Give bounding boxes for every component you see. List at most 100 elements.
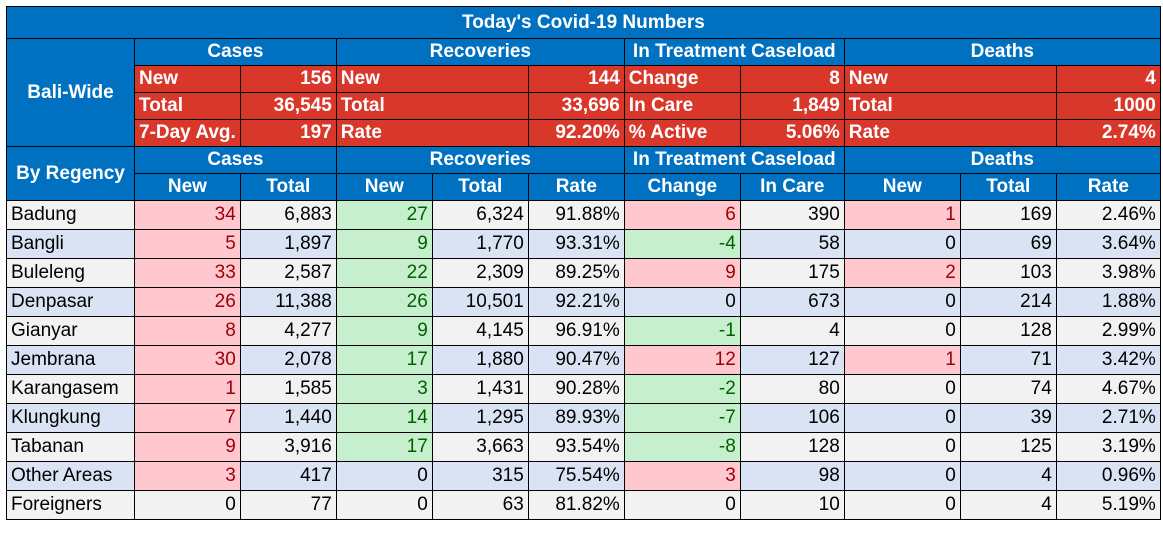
bali-row-total: Total 36,545 Total 33,696 In Care 1,849 … [7,92,1161,120]
recoveries-total-cell: 2,309 [431,258,529,288]
treatment-change-cell: -2 [623,374,741,404]
deaths-total-cell: 128 [959,316,1057,346]
deaths-rate-cell: 3.98% [1055,258,1161,288]
bali-row-rate: 7-Day Avg. 197 Rate 92.20% % Active 5.06… [7,119,1161,147]
bali-cases-label: Total [134,92,241,120]
cases-new-cell: 9 [134,432,241,462]
recoveries-new-cell: 17 [335,345,433,375]
region-name-cell: Denpasar [6,287,135,317]
in-care-cell: 80 [739,374,845,404]
deaths-new-cell: 0 [843,374,961,404]
regency-treatment-header: In Treatment Caseload [623,146,845,174]
deaths-new-cell: 0 [843,287,961,317]
deaths-new-cell: 2 [843,258,961,288]
bali-wide-label: Bali-Wide [6,38,135,147]
col-header: Total [431,173,529,201]
treatment-change-cell: -7 [623,403,741,433]
recoveries-rate-cell: 92.21% [527,287,625,317]
col-header: Total [959,173,1057,201]
deaths-rate-cell: 2.99% [1055,316,1161,346]
bali-deaths-header: Deaths [843,38,1161,66]
in-care-cell: 128 [739,432,845,462]
recoveries-rate-cell: 89.93% [527,403,625,433]
recoveries-new-cell: 3 [335,374,433,404]
deaths-new-cell: 0 [843,316,961,346]
in-care-cell: 98 [739,461,845,491]
bali-treatment-value: 5.06% [739,119,845,147]
in-care-cell: 10 [739,490,845,520]
bali-cases-label: New [134,65,241,93]
deaths-total-cell: 169 [959,200,1057,230]
recoveries-rate-cell: 90.28% [527,374,625,404]
bali-recoveries-label: Total [335,92,529,120]
bali-deaths-label: New [843,65,1057,93]
table-row: Bangli 5 1,897 9 1,770 93.31% -4 58 0 69 3.64% [6,229,1161,259]
table-row: Other Areas 3 417 0 315 75.54% 3 98 0 4 0.96% [6,461,1161,491]
table-row: Buleleng 33 2,587 22 2,309 89.25% 9 175 2 103 3.98… [6,258,1161,288]
table-row: Foreigners 0 77 0 63 81.82% 0 10 0 4 5.19% [6,490,1161,520]
deaths-total-cell: 39 [959,403,1057,433]
deaths-total-cell: 69 [959,229,1057,259]
deaths-rate-cell: 3.64% [1055,229,1161,259]
bali-cases-value: 156 [239,65,337,93]
cases-total-cell: 1,440 [239,403,337,433]
recoveries-new-cell: 14 [335,403,433,433]
bali-treatment-value: 1,849 [739,92,845,120]
region-name-cell: Bangli [6,229,135,259]
treatment-change-cell: 9 [623,258,741,288]
cases-new-cell: 0 [134,490,241,520]
regency-recoveries-header: Recoveries [335,146,625,174]
cases-new-cell: 30 [134,345,241,375]
recoveries-total-cell: 1,770 [431,229,529,259]
deaths-new-cell: 0 [843,490,961,520]
in-care-cell: 673 [739,287,845,317]
col-header: New [843,173,961,201]
bali-deaths-label: Total [843,92,1057,120]
table-row: Badung 34 6,883 27 6,324 91.88% 6 390 1 169 2.46% [6,200,1161,230]
treatment-change-cell: 6 [623,200,741,230]
table-row: Tabanan 9 3,916 17 3,663 93.54% -8 128 0 125 3.19% [6,432,1161,462]
regency-cases-header: Cases [134,146,337,174]
region-name-cell: Karangasem [6,374,135,404]
cases-new-cell: 5 [134,229,241,259]
cases-total-cell: 417 [239,461,337,491]
column-header-row: New Total New Total Rate Change In Care … [7,173,1161,201]
deaths-total-cell: 74 [959,374,1057,404]
cases-total-cell: 2,078 [239,345,337,375]
col-header: New [134,173,241,201]
deaths-rate-cell: 5.19% [1055,490,1161,520]
deaths-total-cell: 4 [959,461,1057,491]
bali-recoveries-label: New [335,65,529,93]
recoveries-rate-cell: 75.54% [527,461,625,491]
region-name-cell: Foreigners [6,490,135,520]
deaths-total-cell: 214 [959,287,1057,317]
recoveries-total-cell: 63 [431,490,529,520]
deaths-new-cell: 1 [843,200,961,230]
bali-recoveries-label: Rate [335,119,529,147]
treatment-change-cell: 0 [623,490,741,520]
in-care-cell: 58 [739,229,845,259]
recoveries-total-cell: 1,295 [431,403,529,433]
col-header: Change [623,173,741,201]
in-care-cell: 106 [739,403,845,433]
bali-cases-value: 36,545 [239,92,337,120]
table-title: Today's Covid-19 Numbers [6,6,1161,39]
cases-new-cell: 7 [134,403,241,433]
recoveries-new-cell: 17 [335,432,433,462]
deaths-new-cell: 0 [843,461,961,491]
bali-cases-header: Cases [134,38,337,66]
bali-deaths-value: 1000 [1055,92,1161,120]
bali-cases-label: 7-Day Avg. [134,119,241,147]
cases-new-cell: 34 [134,200,241,230]
deaths-rate-cell: 1.88% [1055,287,1161,317]
recoveries-rate-cell: 89.25% [527,258,625,288]
treatment-change-cell: -4 [623,229,741,259]
in-care-cell: 175 [739,258,845,288]
recoveries-new-cell: 27 [335,200,433,230]
bali-recoveries-value: 33,696 [527,92,625,120]
table-row: Klungkung 7 1,440 14 1,295 89.93% -7 106 0 39 2.71… [6,403,1161,433]
in-care-cell: 4 [739,316,845,346]
bali-recoveries-header: Recoveries [335,38,625,66]
treatment-change-cell: 12 [623,345,741,375]
deaths-rate-cell: 2.71% [1055,403,1161,433]
